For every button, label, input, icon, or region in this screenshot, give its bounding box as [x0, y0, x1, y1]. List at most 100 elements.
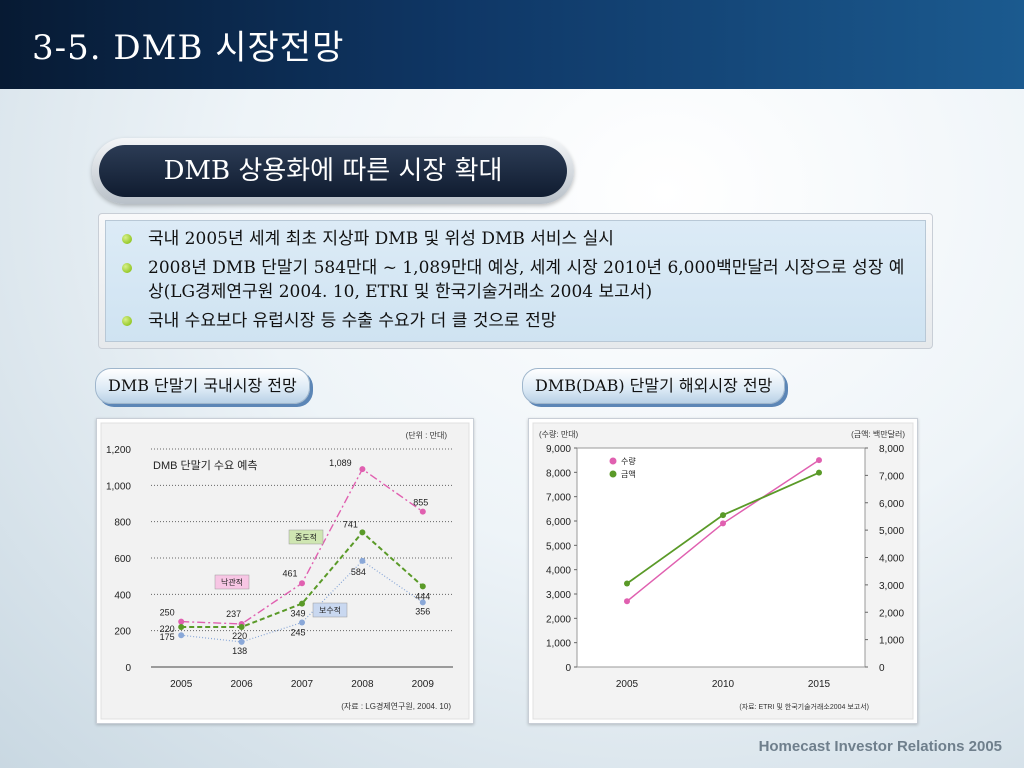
data-point [359, 529, 366, 536]
header-bar: 3-5. DMB 시장전망 [0, 0, 1024, 89]
y-tick-label: 800 [114, 518, 131, 529]
chart-title: DMB 단말기 수요 예측 [153, 459, 257, 472]
bullet-text: 2008년 DMB 단말기 584만대 ~ 1,089만대 예상, 세계 시장 … [148, 258, 905, 302]
overseas-chart-frame: 0 1,000 2,000 3,000 4,000 5,000 6,000 7,000 8,00… [528, 418, 918, 724]
legend-marker [609, 470, 617, 478]
data-point [299, 619, 305, 626]
left-y-tick-label: 2,000 [546, 614, 571, 625]
data-label: 250 [160, 608, 175, 618]
data-point [178, 618, 185, 625]
bullet-text: 국내 수요보다 유럽시장 등 수출 수요가 더 클 것으로 전망 [148, 311, 557, 331]
source-note: (자료 : LG경제연구원, 2004. 10) [341, 701, 451, 711]
right-y-tick-label: 3,000 [879, 581, 904, 592]
right-unit-note: (금액: 백만달러) [851, 429, 905, 439]
bullet-item: 국내 2005년 세계 최초 지상파 DMB 및 위성 DMB 서비스 실시 [122, 227, 915, 251]
left-y-tick-label: 5,000 [546, 541, 571, 552]
data-point [299, 580, 305, 587]
data-label: 220 [232, 631, 247, 641]
y-tick-label: 600 [114, 554, 131, 565]
data-label: 237 [226, 609, 241, 619]
bullet-item: 국내 수요보다 유럽시장 등 수출 수요가 더 클 것으로 전망 [122, 309, 915, 333]
data-point [299, 600, 305, 607]
domestic-chart-frame: 0 200 400 600 800 1,000 1,200 2005 2006 2007 2008 2… [96, 418, 474, 724]
left-y-tick-label: 3,000 [546, 590, 571, 601]
source-note: (자료: ETRI 및 한국기술거래소2004 보고서) [739, 702, 869, 711]
data-label: 138 [232, 646, 247, 656]
section-title-pill: DMB 상용화에 따른 시장 확대 [92, 138, 574, 204]
section-title: DMB 상용화에 따른 시장 확대 [99, 145, 567, 197]
legend-marker [609, 457, 617, 465]
x-tick-label: 2009 [412, 679, 435, 690]
data-label: 245 [290, 627, 305, 637]
x-tick-label: 2015 [808, 679, 831, 690]
data-label: 584 [351, 567, 366, 577]
data-point [816, 457, 822, 464]
left-y-tick-label: 7,000 [546, 493, 571, 504]
bullet-dot-icon [122, 263, 132, 273]
legend-label: 금액 [621, 469, 636, 479]
right-y-tick-label: 5,000 [879, 526, 904, 537]
data-point [816, 469, 822, 476]
data-point [419, 583, 426, 590]
info-box-inner: 국내 2005년 세계 최초 지상파 DMB 및 위성 DMB 서비스 실시 2… [105, 220, 926, 342]
legend-label: 수량 [621, 456, 636, 466]
left-y-tick-label: 1,000 [546, 639, 571, 650]
data-label: 461 [282, 568, 297, 578]
series-line-2 [181, 530, 424, 629]
series-tag-box [312, 602, 348, 618]
footer-text: Homecast Investor Relations 2005 [758, 738, 1002, 755]
data-point [419, 508, 426, 515]
info-box: 국내 2005년 세계 최초 지상파 DMB 및 위성 DMB 서비스 실시 2… [98, 213, 933, 349]
data-label: 220 [160, 624, 175, 634]
y-tick-label: 1,200 [106, 445, 131, 456]
right-y-tick-label: 6,000 [879, 499, 904, 510]
left-chart-tab: DMB 단말기 국내시장 전망 [95, 368, 310, 404]
series-tag-label: 보수적 [319, 605, 341, 615]
plot-area [576, 447, 866, 668]
page-title: 3-5. DMB 시장전망 [32, 28, 345, 68]
right-y-tick-label: 8,000 [879, 444, 904, 455]
series-tag-label: 중도적 [295, 532, 317, 542]
right-y-tick-label: 1,000 [879, 636, 904, 647]
bullet-text: 국내 2005년 세계 최초 지상파 DMB 및 위성 DMB 서비스 실시 [148, 229, 614, 249]
x-tick-label: 2008 [351, 679, 374, 690]
left-unit-note: (수량: 만대) [539, 429, 579, 439]
data-point [178, 624, 185, 631]
data-point [624, 580, 630, 587]
right-y-tick-label: 0 [879, 663, 885, 674]
data-point [359, 557, 366, 564]
y-tick-label: 1,000 [106, 481, 131, 492]
x-tick-label: 2005 [170, 679, 193, 690]
series-tag-label: 낙관적 [221, 577, 243, 587]
data-point [720, 512, 726, 519]
data-point [720, 520, 726, 527]
bullet-dot-icon [122, 234, 132, 244]
data-point [238, 624, 245, 631]
bullet-list: 국내 2005년 세계 최초 지상파 DMB 및 위성 DMB 서비스 실시 2… [106, 221, 925, 333]
y-tick-label: 400 [114, 590, 131, 601]
right-y-tick-label: 7,000 [879, 471, 904, 482]
x-tick-label: 2006 [230, 679, 253, 690]
y-tick-label: 0 [125, 663, 131, 674]
chart-background [100, 422, 470, 720]
data-point [419, 599, 426, 606]
right-y-tick-label: 4,000 [879, 554, 904, 565]
left-y-tick-label: 4,000 [546, 566, 571, 577]
data-label: 741 [343, 519, 358, 529]
bullet-item: 2008년 DMB 단말기 584만대 ~ 1,089만대 예상, 세계 시장 … [122, 256, 915, 304]
bullet-dot-icon [122, 316, 132, 326]
data-label: 175 [160, 632, 175, 642]
x-tick-label: 2007 [291, 679, 314, 690]
data-label: 855 [413, 498, 428, 508]
left-y-tick-label: 9,000 [546, 444, 571, 455]
series-tag-box [288, 529, 324, 545]
data-label: 356 [415, 606, 430, 616]
data-label: 444 [415, 591, 430, 601]
unit-note: (단위 : 만대) [406, 430, 448, 440]
left-y-tick-label: 8,000 [546, 468, 571, 479]
data-point [238, 638, 245, 645]
x-tick-label: 2005 [616, 679, 639, 690]
left-y-tick-label: 6,000 [546, 517, 571, 528]
series-tag-box [214, 574, 250, 590]
left-y-tick-label: 0 [565, 663, 571, 674]
